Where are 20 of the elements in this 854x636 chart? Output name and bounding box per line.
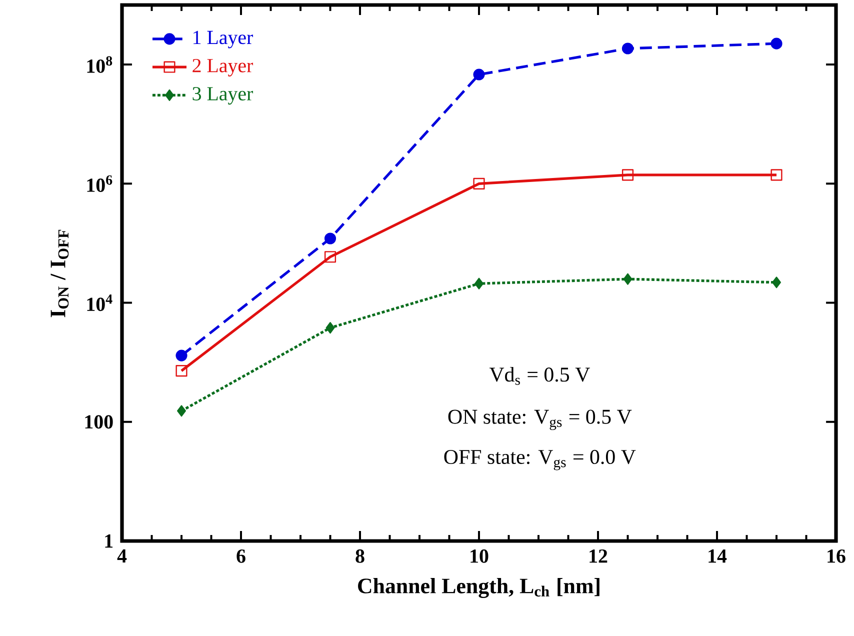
y-axis-title: I$_{ON}$ / I$_{OFF}$: [50, 230, 69, 318]
x-tick-label: 16: [828, 549, 846, 563]
annotation: Vd$_{s}$ = 0.5 V: [489, 366, 590, 385]
y-tick-label: 1: [105, 534, 113, 548]
annotation: ON state: V$_{gs}$ = 0.5 V: [448, 410, 632, 430]
legend-label: 1 Layer: [194, 30, 254, 48]
x-tick-label: 4: [117, 549, 127, 563]
y-tick-label: 10$^{4}$: [87, 294, 112, 312]
legend-label: 2 Layer: [192, 58, 254, 76]
x-axis-title: Channel Length, L$_{ch}$ [nm]: [358, 578, 600, 598]
x-tick-label: 8: [356, 549, 364, 563]
y-tick-label: 10$^{6}$: [87, 175, 112, 192]
y-tick-label: 100: [85, 415, 113, 429]
x-tick-label: 14: [708, 549, 727, 563]
annotation: OFF state: V$_{gs}$ = 0.0 V: [444, 450, 636, 470]
x-tick-label: 6: [236, 549, 246, 563]
x-tick-label: 10: [470, 549, 488, 563]
legend-label: 3 Layer: [192, 87, 254, 105]
x-tick-label: 12: [590, 549, 608, 563]
y-tick-label: 10$^{8}$: [87, 56, 112, 73]
